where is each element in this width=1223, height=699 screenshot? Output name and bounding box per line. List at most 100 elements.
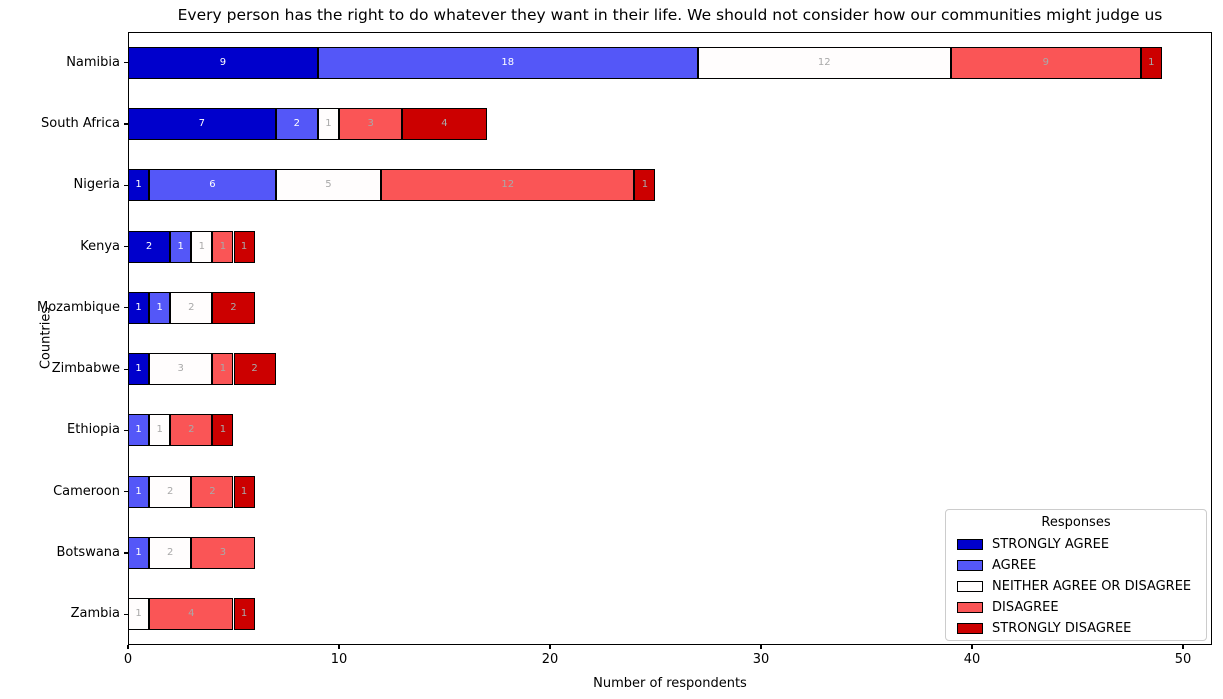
bar-segment-label: 1: [198, 240, 206, 252]
bar-segment-label: 2: [145, 240, 153, 252]
legend-row: NEITHER AGREE OR DISAGREE: [946, 576, 1206, 597]
bar-segment-label: 1: [219, 424, 227, 436]
bar-segment: 1: [170, 230, 192, 263]
bar-segment: 1: [233, 475, 255, 508]
bar-segment: 1: [128, 291, 150, 324]
y-tick-mark: [124, 429, 128, 432]
bar-segment: 2: [275, 107, 318, 140]
bar-segment: 2: [233, 353, 276, 386]
bar-segment: 2: [212, 291, 255, 324]
bar-segment-label: 1: [219, 363, 227, 375]
bar-segment: 9: [128, 46, 318, 79]
bar-segment: 3: [191, 537, 255, 570]
bar-segment-label: 2: [188, 301, 195, 313]
bar-segment: 1: [128, 475, 150, 508]
bar-segment-label: 9: [219, 56, 227, 68]
bar-segment-label: 3: [367, 117, 374, 129]
bar-segment: 1: [128, 414, 150, 447]
bar-segment: 1: [212, 353, 234, 386]
bar-segment: 2: [170, 291, 213, 324]
bar-segment: 1: [233, 598, 255, 631]
bar-segment: 1: [149, 291, 171, 324]
bar-segment: 6: [149, 169, 276, 202]
legend-label: DISAGREE: [992, 600, 1059, 615]
bar-segment: 1: [128, 169, 150, 202]
bar-segment-label: 18: [501, 56, 515, 68]
y-tick-label: South Africa: [41, 115, 120, 131]
bar-segment: 1: [128, 598, 150, 631]
y-tick-label: Cameroon: [53, 483, 120, 499]
bar-segment: 12: [697, 46, 951, 79]
legend-label: NEITHER AGREE OR DISAGREE: [992, 579, 1192, 594]
x-tick-mark: [1182, 645, 1184, 649]
bar-segment-label: 1: [135, 363, 142, 375]
x-tick-mark: [338, 645, 340, 649]
bar-segment-label: 1: [135, 179, 142, 191]
bar-segment: 2: [149, 475, 192, 508]
x-tick-label: 30: [752, 652, 770, 667]
legend-row: STRONGLY DISAGREE: [946, 618, 1206, 639]
bar-segment-label: 1: [240, 608, 248, 620]
bar-segment-label: 2: [167, 547, 174, 559]
legend-swatch: [957, 623, 983, 634]
y-tick-label: Ethiopia: [67, 422, 120, 438]
y-tick-label: Nigeria: [73, 177, 120, 193]
x-tick-mark: [549, 645, 551, 649]
bar-segment: 12: [381, 169, 635, 202]
x-tick-label: 40: [963, 652, 981, 667]
bar-segment-label: 1: [135, 485, 142, 497]
bar-segment: 1: [317, 107, 339, 140]
bar-segment: 7: [128, 107, 276, 140]
y-tick-mark: [124, 123, 128, 125]
bar-segment-label: 3: [219, 547, 227, 559]
bar-segment: 9: [950, 46, 1141, 79]
bar-segment-label: 3: [177, 363, 184, 375]
bar-segment: 4: [149, 598, 234, 631]
bar-segment-label: 1: [1148, 56, 1155, 68]
y-tick-mark: [124, 307, 128, 309]
bar-segment: 5: [275, 169, 382, 202]
bar-segment-label: 1: [135, 547, 142, 559]
y-tick-mark: [124, 613, 128, 615]
legend-label: STRONGLY AGREE: [992, 537, 1110, 552]
bar-segment-label: 1: [156, 424, 163, 436]
y-tick-mark: [124, 62, 128, 64]
x-axis-label: Number of respondents: [593, 676, 747, 691]
legend-row: STRONGLY AGREE: [946, 534, 1206, 555]
bar-segment: 1: [1140, 46, 1162, 79]
bar-segment-label: 1: [219, 240, 227, 252]
legend-label: STRONGLY DISAGREE: [992, 621, 1132, 636]
bar-segment-label: 2: [209, 485, 216, 497]
legend-swatch: [957, 539, 983, 550]
y-tick-label: Botswana: [56, 545, 120, 561]
bar-segment-label: 9: [1042, 56, 1050, 68]
bar-segment: 1: [212, 230, 234, 263]
bar-segment-label: 5: [325, 179, 332, 191]
bar-segment: 1: [634, 169, 656, 202]
y-tick-label: Namibia: [66, 54, 120, 70]
bar-segment: 2: [191, 475, 234, 508]
legend-label: AGREE: [992, 558, 1037, 573]
bar-segment-label: 1: [177, 240, 184, 252]
bar-segment: 1: [191, 230, 213, 263]
bar-segment: 3: [149, 353, 213, 386]
x-tick-label: 10: [330, 652, 348, 667]
x-tick-mark: [760, 645, 762, 649]
y-tick-label: Kenya: [80, 238, 120, 254]
legend-row: AGREE: [946, 555, 1206, 576]
bar-segment-label: 1: [641, 179, 649, 191]
bar-segment: 4: [402, 107, 487, 140]
legend-swatch: [957, 602, 983, 613]
y-axis-label: Countries: [38, 306, 54, 370]
bar-segment-label: 2: [293, 117, 300, 129]
legend-swatch: [957, 560, 983, 571]
bar-segment-label: 2: [188, 424, 195, 436]
bar-segment: 1: [149, 414, 171, 447]
bar-segment: 2: [149, 537, 192, 570]
x-tick-mark: [971, 645, 973, 649]
bar-segment-label: 12: [501, 179, 515, 191]
bar-segment-label: 1: [156, 301, 163, 313]
y-tick-label: Mozambique: [37, 299, 120, 315]
bar-segment-label: 1: [240, 240, 248, 252]
